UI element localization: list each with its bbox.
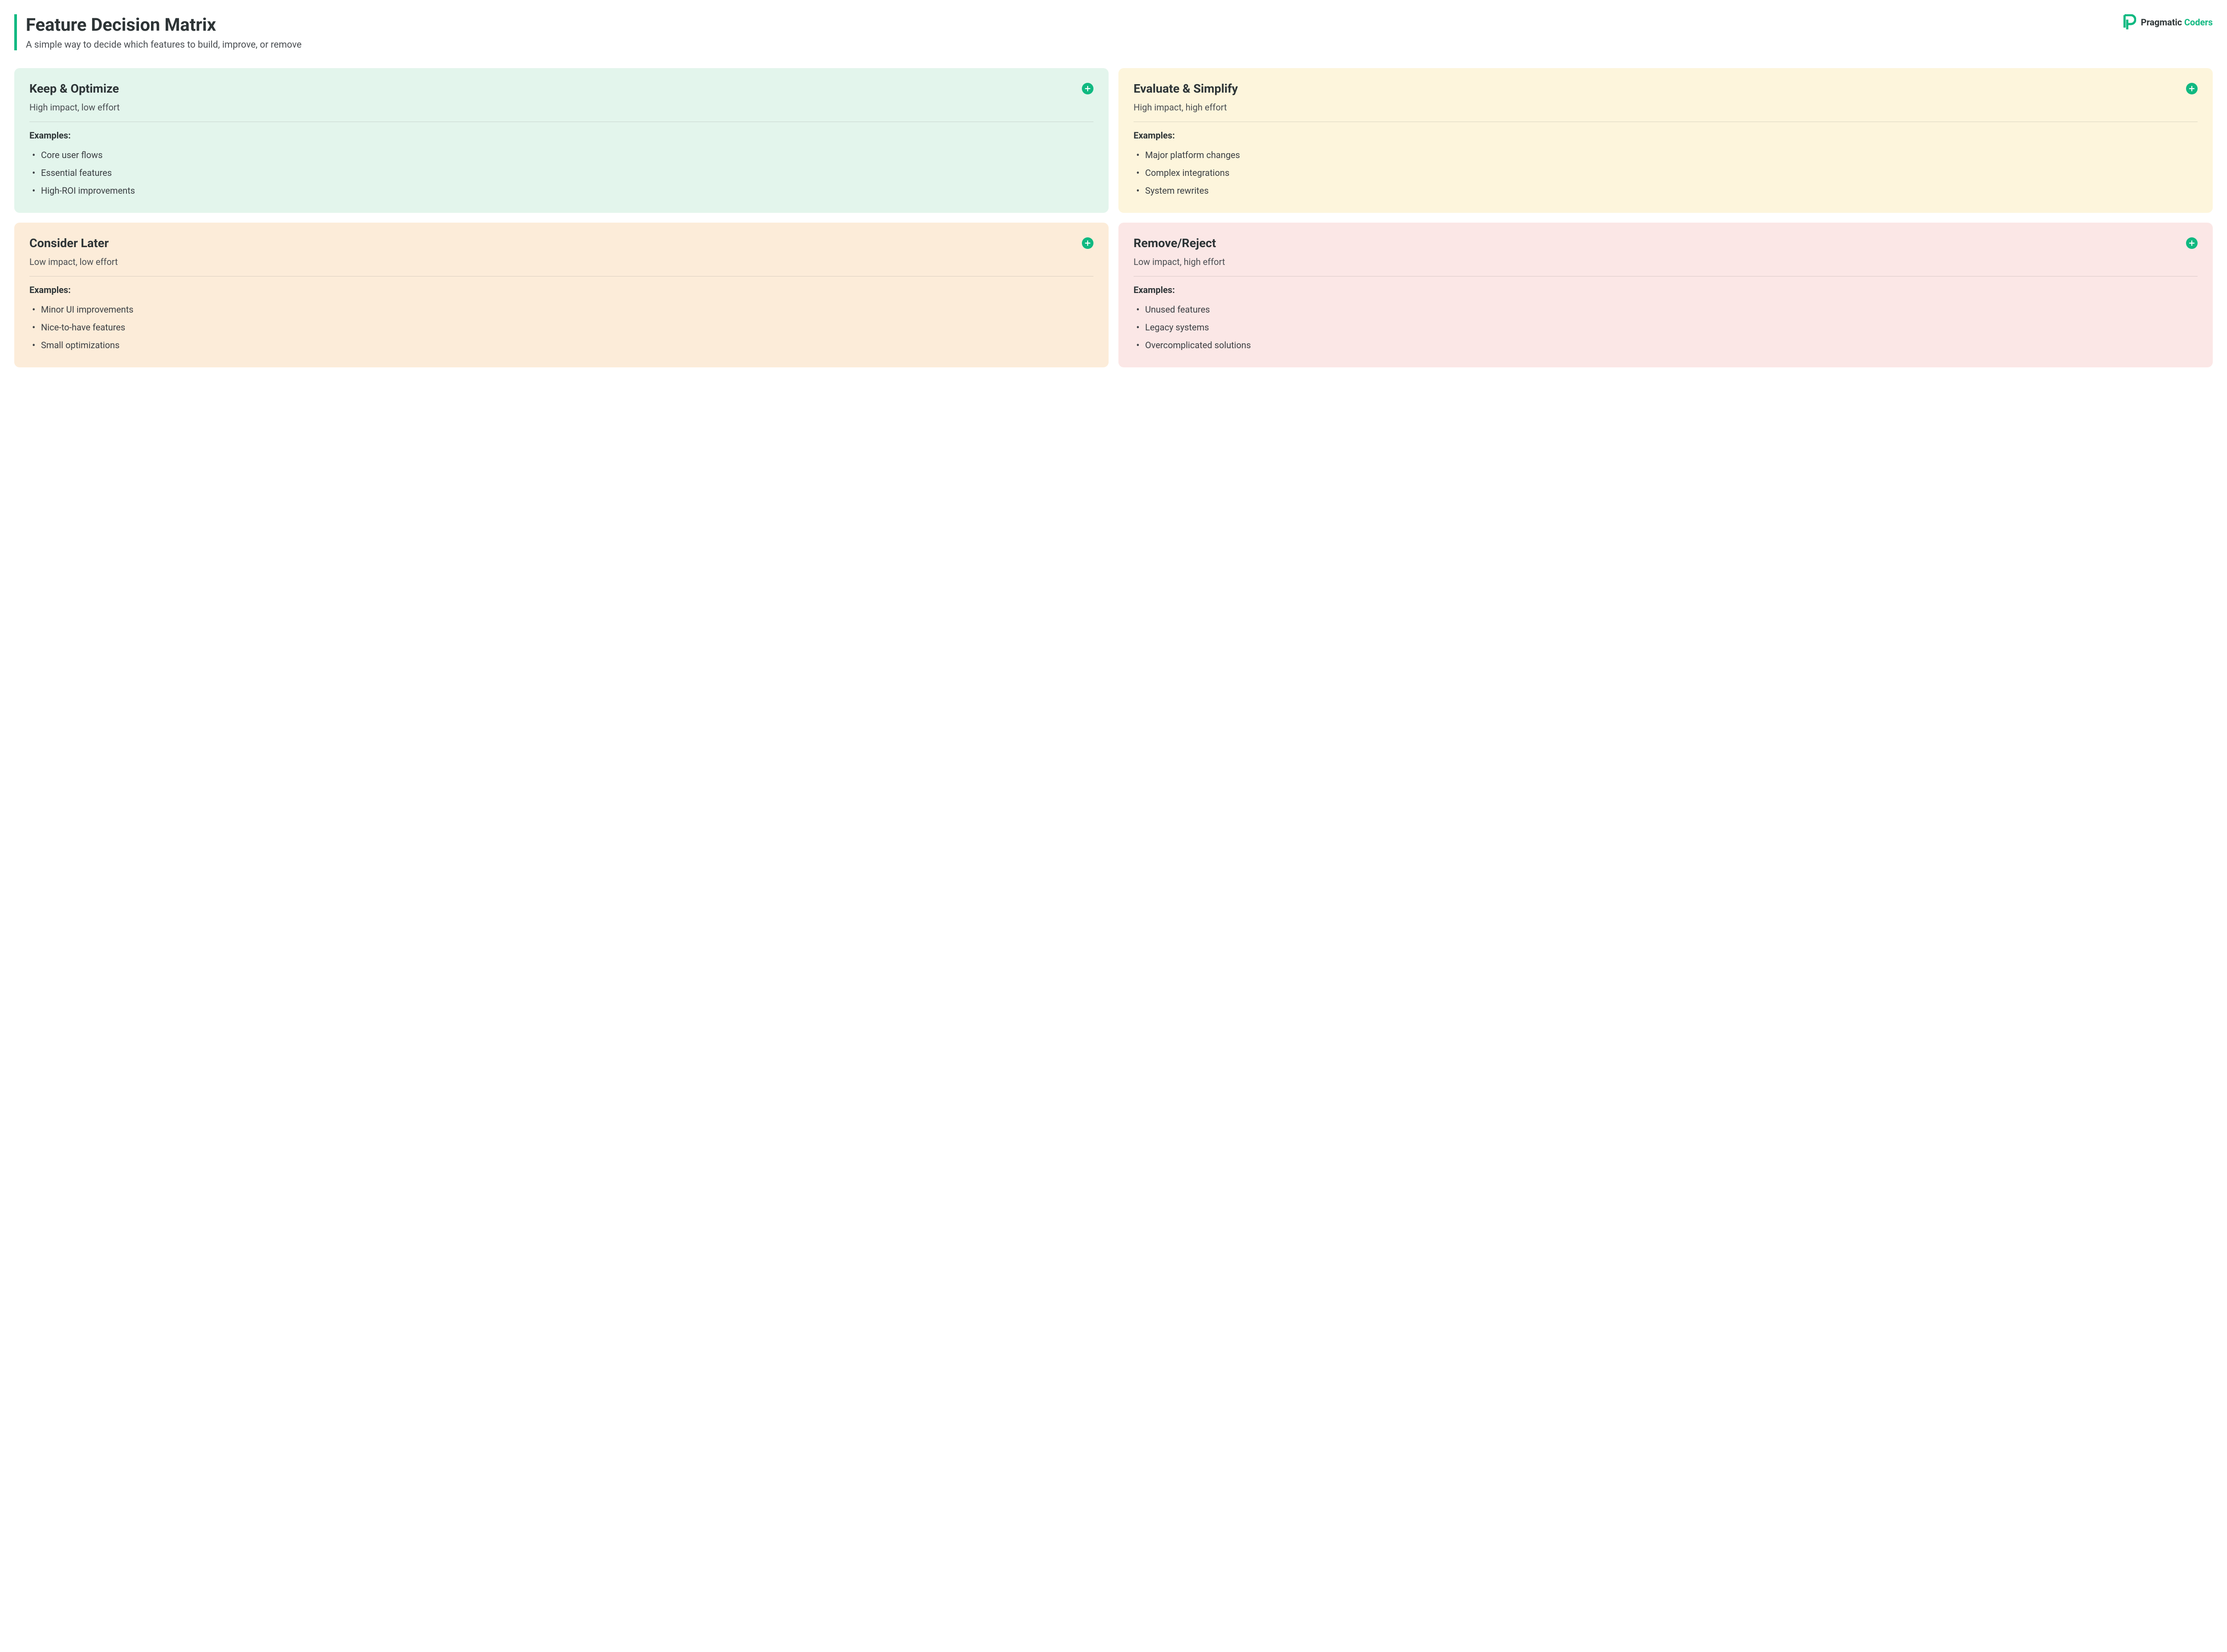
examples-label: Examples: — [1134, 130, 2198, 141]
divider — [29, 276, 1093, 277]
divider — [1134, 276, 2198, 277]
brand-text: Pragmatic Coders — [2141, 17, 2213, 28]
quadrant-title: Keep & Optimize — [29, 81, 119, 96]
quadrant-title: Evaluate & Simplify — [1134, 81, 1238, 96]
example-item: Major platform changes — [1135, 146, 2198, 164]
plus-icon[interactable] — [2186, 83, 2198, 94]
brand-logo-block: Pragmatic Coders — [2122, 14, 2213, 30]
header-left: Feature Decision Matrix A simple way to … — [14, 14, 302, 50]
example-item: High-ROI improvements — [31, 182, 1093, 199]
brand-word-2: Coders — [2184, 17, 2213, 28]
plus-icon[interactable] — [1082, 237, 1093, 249]
quadrant-subtitle: Low impact, high effort — [1134, 256, 2198, 267]
examples-list: Major platform changesComplex integratio… — [1134, 146, 2198, 199]
brand-word-1: Pragmatic — [2141, 17, 2182, 28]
examples-list: Minor UI improvementsNice-to-have featur… — [29, 301, 1093, 354]
quadrant-header: Consider Later — [29, 236, 1093, 250]
examples-label: Examples: — [1134, 285, 2198, 295]
quadrant-subtitle: Low impact, low effort — [29, 256, 1093, 267]
brand-logo-icon — [2122, 14, 2136, 30]
quadrant-card: Consider Later Low impact, low effort Exam… — [14, 223, 1109, 367]
example-item: Small optimizations — [31, 336, 1093, 354]
example-item: Core user flows — [31, 146, 1093, 164]
quadrant-header: Remove/Reject — [1134, 236, 2198, 250]
quadrant-title: Consider Later — [29, 236, 109, 250]
example-item: Minor UI improvements — [31, 301, 1093, 318]
quadrant-card: Keep & Optimize High impact, low effort Ex… — [14, 68, 1109, 213]
example-item: Unused features — [1135, 301, 2198, 318]
examples-label: Examples: — [29, 285, 1093, 295]
examples-list: Unused featuresLegacy systemsOvercomplic… — [1134, 301, 2198, 354]
quadrant-subtitle: High impact, low effort — [29, 102, 1093, 113]
example-item: Nice-to-have features — [31, 318, 1093, 336]
plus-icon[interactable] — [2186, 237, 2198, 249]
quadrant-card: Remove/Reject Low impact, high effort Exam… — [1118, 223, 2213, 367]
example-item: System rewrites — [1135, 182, 2198, 199]
examples-label: Examples: — [29, 130, 1093, 141]
quadrant-subtitle: High impact, high effort — [1134, 102, 2198, 113]
header-row: Feature Decision Matrix A simple way to … — [14, 14, 2213, 50]
page-title: Feature Decision Matrix — [26, 14, 302, 35]
quadrant-card: Evaluate & Simplify High impact, high eff… — [1118, 68, 2213, 213]
decision-matrix: Keep & Optimize High impact, low effort Ex… — [14, 68, 2213, 367]
quadrant-header: Keep & Optimize — [29, 81, 1093, 96]
plus-icon[interactable] — [1082, 83, 1093, 94]
quadrant-header: Evaluate & Simplify — [1134, 81, 2198, 96]
quadrant-title: Remove/Reject — [1134, 236, 1216, 250]
example-item: Overcomplicated solutions — [1135, 336, 2198, 354]
page-subtitle: A simple way to decide which features to… — [26, 40, 302, 50]
example-item: Complex integrations — [1135, 164, 2198, 182]
examples-list: Core user flowsEssential featuresHigh-RO… — [29, 146, 1093, 199]
example-item: Essential features — [31, 164, 1093, 182]
example-item: Legacy systems — [1135, 318, 2198, 336]
